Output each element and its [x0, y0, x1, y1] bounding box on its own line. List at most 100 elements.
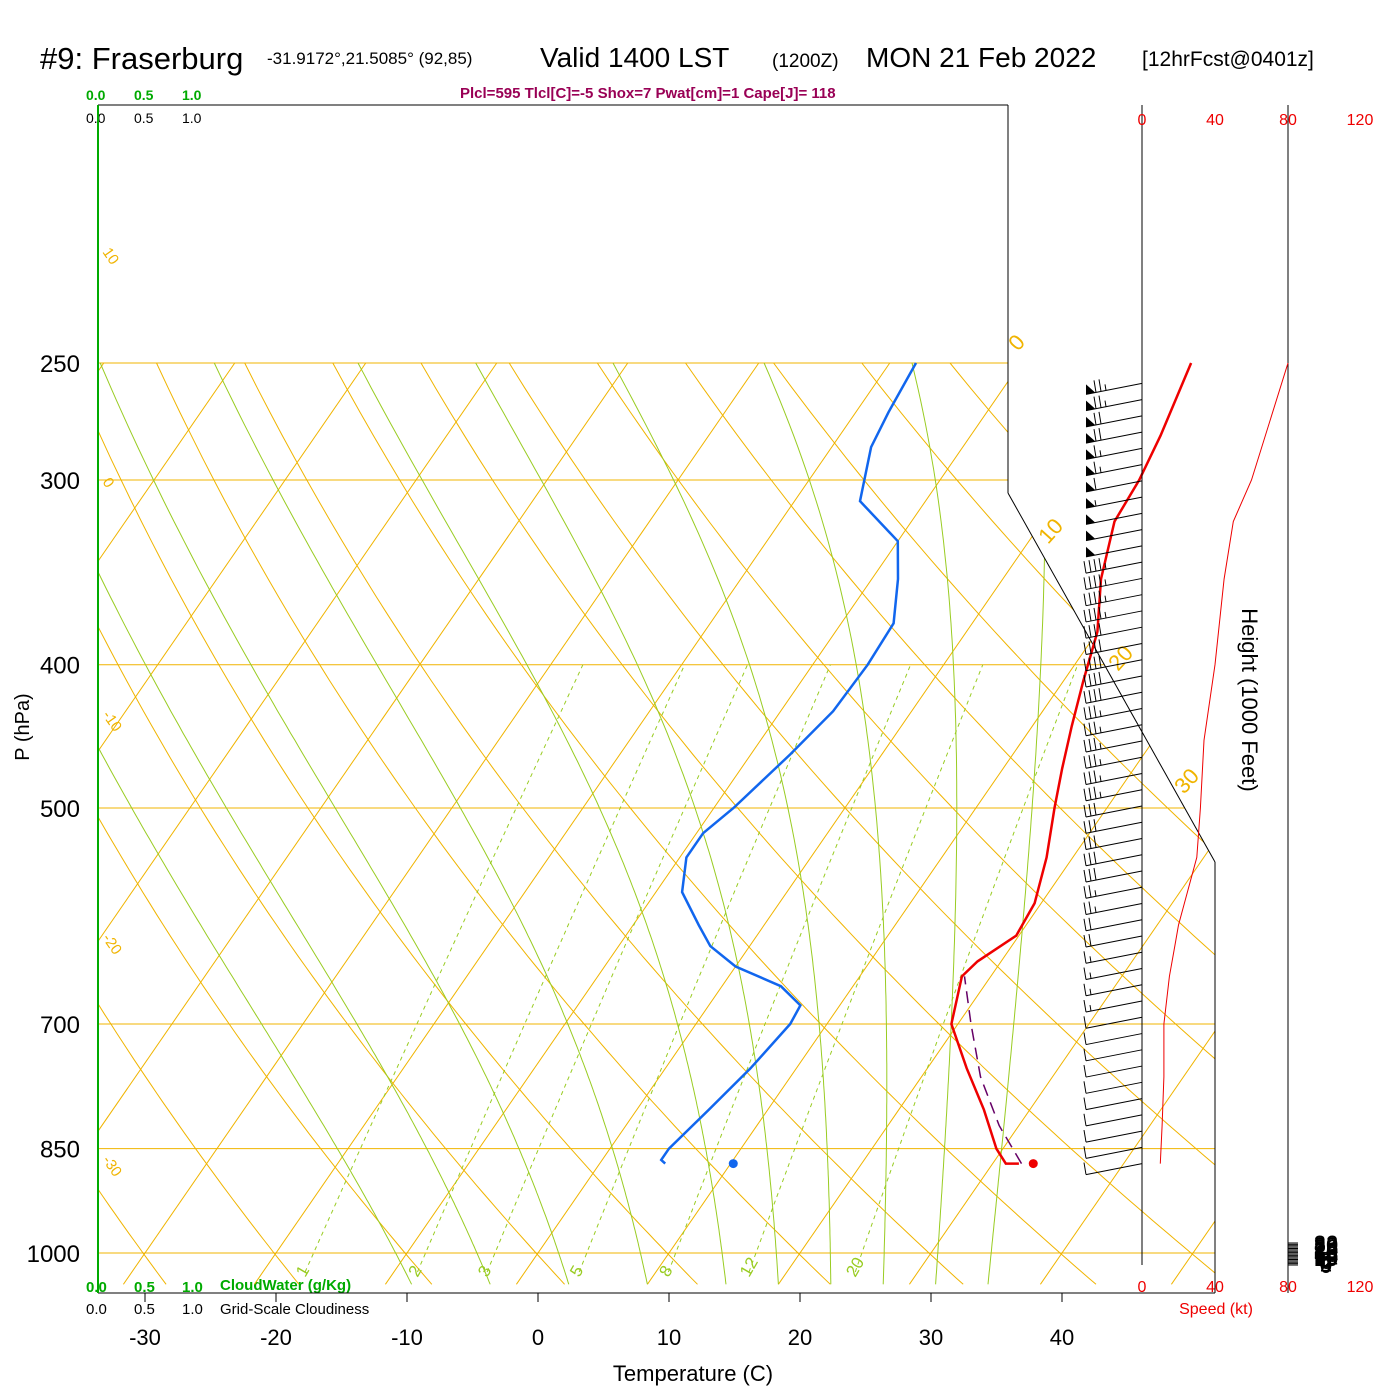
- dry-adiabat: [98, 362, 433, 1285]
- wind-barb-feather: [1088, 787, 1092, 800]
- wind-barb-feather: [1088, 885, 1092, 898]
- station-title: #9: Fraserburg: [40, 41, 243, 76]
- valid-date: MON 21 Feb 2022: [866, 42, 1096, 73]
- wind-barb: [1085, 1146, 1143, 1159]
- moist-adiabat: [911, 362, 958, 1285]
- wind-barb-feather: [1098, 428, 1102, 441]
- dry-adiabat: [156, 362, 831, 1285]
- cloudiness-top-1: 0.5: [134, 110, 154, 126]
- cloudwater-label: CloudWater (g/Kg): [220, 1277, 351, 1294]
- dry-adiabat: [1391, 363, 1400, 1284]
- wind-barb-feather: [1088, 690, 1092, 703]
- wind-barb: [1085, 838, 1143, 850]
- pressure-axis-title: P (hPa): [12, 693, 34, 760]
- y-tick-label: 300: [40, 468, 80, 495]
- height-tick-label: 22: [1314, 1238, 1338, 1263]
- dry-adiabat: [1125, 362, 1215, 1285]
- dry-adiabat: [685, 362, 1215, 1285]
- wind-barb-feather: [1083, 691, 1087, 704]
- wind-barb-half: [1104, 611, 1107, 619]
- wind-barb-feather: [1083, 1048, 1087, 1061]
- wind-barb-feather: [1083, 999, 1087, 1013]
- sounding-series: [659, 362, 1193, 1169]
- wind-barb: [1085, 772, 1143, 785]
- wind-barb-half: [1094, 500, 1097, 507]
- wind-barb-feather: [1088, 901, 1092, 914]
- wind-barb: [1085, 740, 1143, 753]
- y-tick-label: 850: [40, 1137, 80, 1164]
- x-tick-label: 10: [657, 1325, 681, 1350]
- wind-barb-flag: [1086, 449, 1095, 460]
- dry-adiabat: [596, 362, 1215, 1285]
- wind-barb-feather: [1088, 803, 1092, 817]
- moist-adiabat: [98, 362, 413, 1285]
- wind-barb-feather: [1083, 1097, 1087, 1110]
- wind-barb-feather: [1083, 788, 1087, 801]
- x-tick-label: 30: [919, 1325, 943, 1350]
- wind-barb-feather: [1098, 395, 1102, 408]
- cloudwater-top-1: 0.5: [134, 87, 154, 103]
- isotherm--20: [253, 362, 891, 1285]
- x-tick-label: -10: [391, 1325, 423, 1350]
- wind-barb-feather: [1083, 772, 1087, 785]
- dry-adiabat: [1037, 362, 1215, 1285]
- wind-barb: [1085, 789, 1143, 802]
- wind-barb-flag: [1086, 384, 1095, 395]
- isotherm-label-right: 30: [1169, 763, 1204, 798]
- wind-barb: [1085, 496, 1143, 509]
- y-tick-label: 700: [40, 1012, 80, 1039]
- wind-barb-feather: [1088, 738, 1092, 752]
- wind-barb-flag: [1086, 433, 1095, 444]
- wind-barb-feather: [1093, 786, 1097, 799]
- speed-top-3: 120: [1347, 112, 1374, 129]
- moist-adiabat: [98, 362, 491, 1285]
- y-tick-label: 250: [40, 351, 80, 378]
- cloudwater-top-0: 0.0: [86, 87, 106, 103]
- wind-barb-feather: [1093, 575, 1097, 588]
- mixing-ratio-label: 3: [474, 1262, 495, 1280]
- mixing-ratio-line: [854, 664, 1079, 1273]
- wind-barb: [1085, 545, 1143, 558]
- dry-adiabat: [98, 362, 167, 1285]
- wind-barb-feather: [1083, 934, 1087, 948]
- wind-barb-feather: [1083, 869, 1087, 883]
- mixing-ratio-label: 20: [842, 1254, 868, 1280]
- height-axis-title: Height (1000 Feet): [1237, 608, 1262, 791]
- wind-barb-feather: [1083, 1064, 1087, 1078]
- series-parcel: [963, 976, 1023, 1164]
- dry-adiabat: [773, 362, 1215, 1285]
- wind-barb-feather: [1093, 867, 1097, 881]
- wind-barb-feather: [1083, 674, 1087, 688]
- wind-barb: [1085, 626, 1143, 639]
- x-tick-label: 40: [1050, 1325, 1074, 1350]
- isotherm--10: [384, 362, 1022, 1285]
- wind-barb-half: [1104, 579, 1107, 586]
- temperature-axis-title: Temperature (C): [613, 1361, 773, 1386]
- wind-barb-feather: [1093, 380, 1097, 393]
- wind-barb: [1085, 1130, 1143, 1143]
- wind-barb-half: [1099, 791, 1102, 798]
- wind-barb-feather: [1083, 902, 1087, 915]
- wind-barb-feather: [1093, 802, 1097, 816]
- wind-barb-feather: [1093, 559, 1097, 572]
- wind-barb: [1085, 577, 1143, 590]
- forecast-tag: [12hrFcst@0401z]: [1142, 48, 1314, 71]
- wind-barb-flag: [1086, 546, 1095, 557]
- wind-barb: [1085, 1098, 1143, 1111]
- height-tick-label: 14: [1314, 1243, 1338, 1268]
- speed-top-1: 40: [1206, 112, 1224, 129]
- wind-barb-feather: [1093, 656, 1097, 669]
- wind-barb: [1085, 529, 1143, 542]
- wind-barb-feather: [1088, 560, 1092, 573]
- wind-barb-feather: [1088, 755, 1092, 768]
- wind-barb-feather: [1083, 658, 1087, 671]
- dry-adiabat: [332, 362, 1097, 1285]
- wind-barb-feather: [1088, 608, 1092, 622]
- wind-barb-half: [1099, 742, 1102, 750]
- x-tick-label: -20: [260, 1325, 292, 1350]
- wind-barb-feather: [1083, 609, 1087, 623]
- speed-axis-top: 0 40 80 120: [1138, 112, 1374, 129]
- wind-barb-feather: [1093, 396, 1097, 409]
- cloudiness-top-0: 0.0: [86, 110, 106, 126]
- wind-barb: [1085, 594, 1143, 607]
